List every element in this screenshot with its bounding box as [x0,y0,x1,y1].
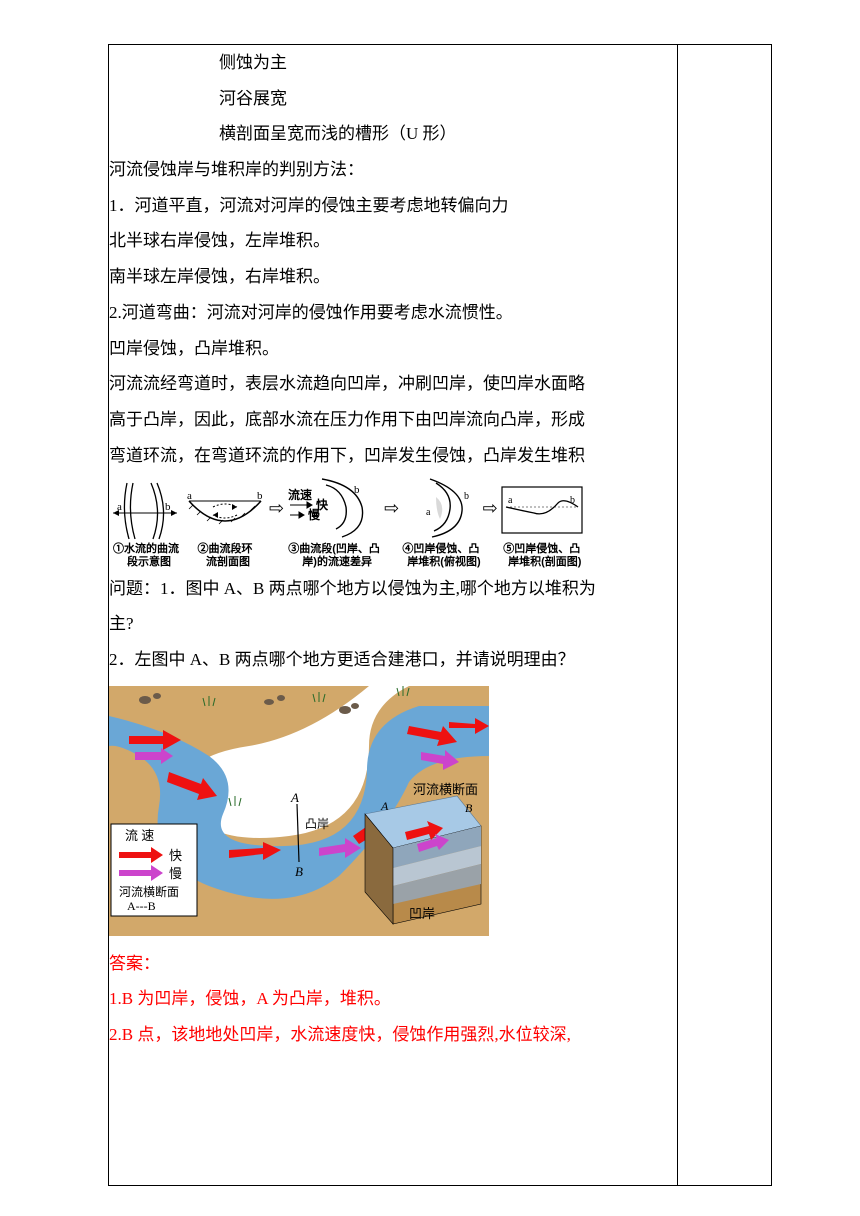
panel3-caption: ③曲流段(凹岸、凸 岸)的流速差异 [288,543,380,568]
side-cell [678,45,772,1186]
bullet-3: 横剖面呈宽而浅的槽形（U 形） [109,116,677,152]
panel3-svg: b 流速 快 慢 [286,475,382,541]
main-content-cell: 侧蚀为主 河谷展宽 横剖面呈宽而浅的槽形（U 形） 河流侵蚀岸与堆积岸的判别方法… [109,45,678,1186]
concave-convex: 凹岸侵蚀，凸岸堆积。 [109,331,677,367]
question-2: 2．左图中 A、B 两点哪个地方更适合建港口，并请说明理由？ [109,642,677,678]
svg-text:河流横断面: 河流横断面 [119,884,179,899]
method-1: 1．河道平直，河流对河岸的侵蚀主要考虑地转偏向力 [109,188,677,224]
svg-text:快: 快 [169,848,182,863]
svg-text:凸岸: 凸岸 [305,817,329,831]
svg-text:流 速: 流 速 [125,828,154,843]
svg-text:B: B [465,801,473,815]
answer-header: 答案： [109,946,677,982]
question-1b: 主? [109,606,677,642]
svg-text:b: b [570,495,575,506]
river-illustration: A B 凸岸 流 速 快 慢 河流横断面 A---B 河流横断面 [109,686,489,936]
explain-3: 弯道环流，在弯道环流的作用下，凹岸发生侵蚀，凸岸发生堆积 [109,438,677,474]
svg-text:A: A [290,790,299,805]
south-hemisphere: 南半球左岸侵蚀，右岸堆积。 [109,259,677,295]
svg-text:流速: 流速 [288,487,312,502]
svg-text:A: A [380,799,389,813]
answer-2: 2.B 点，该地地处凹岸，水流速度快，侵蚀作用强烈,水位较深, [109,1017,677,1053]
panel4-svg: a b [406,475,476,541]
method-2: 2.河道弯曲：河流对河岸的侵蚀作用要考虑水流惯性。 [109,295,677,331]
arrow-connector-3: ⇨ [481,490,500,554]
svg-text:a: a [187,490,192,502]
page: 侧蚀为主 河谷展宽 横剖面呈宽而浅的槽形（U 形） 河流侵蚀岸与堆积岸的判别方法… [0,0,860,1216]
svg-text:b: b [354,484,360,496]
answer-1: 1.B 为凹岸，侵蚀，A 为凸岸，堆积。 [109,981,677,1017]
arrow-connector-2: ⇨ [382,490,401,554]
explain-1: 河流流经弯道时，表层水流趋向凹岸，冲刷凹岸，使凹岸水面略 [109,366,677,402]
panel1-caption: ①水流的曲流 段示意图 [113,543,179,568]
diagram-panel-2: a b ②曲流段环 流剖面图 [183,481,267,568]
svg-text:a: a [508,495,513,506]
diagram-panel-5: a b ⑤凹岸侵蚀、凸 岸堆积(剖面图) [500,481,584,568]
svg-text:慢: 慢 [169,866,182,881]
method-title: 河流侵蚀岸与堆积岸的判别方法： [109,152,677,188]
meander-diagram-row: a b ①水流的曲流 段示意图 [109,475,677,568]
diagram-panel-4: a b ④凹岸侵蚀、凸 岸堆积(俯视图) [401,475,480,568]
svg-text:a: a [117,501,122,513]
bullet-1: 侧蚀为主 [109,45,677,81]
panel4-caption: ④凹岸侵蚀、凸 岸堆积(俯视图) [401,543,480,568]
layout-table: 侧蚀为主 河谷展宽 横剖面呈宽而浅的槽形（U 形） 河流侵蚀岸与堆积岸的判别方法… [108,44,772,1186]
north-hemisphere: 北半球右岸侵蚀，左岸堆积。 [109,223,677,259]
panel5-svg: a b [500,481,584,541]
svg-text:a: a [426,507,431,518]
panel5-caption: ⑤凹岸侵蚀、凸 岸堆积(剖面图) [502,543,581,568]
explain-2: 高于凸岸，因此，底部水流在压力作用下由凹岸流向凸岸，形成 [109,402,677,438]
svg-text:慢: 慢 [308,507,321,522]
arrow-connector-1: ⇨ [267,490,286,554]
bullet-2: 河谷展宽 [109,81,677,117]
question-1a: 问题：1．图中 A、B 两点哪个地方以侵蚀为主,哪个地方以堆积为 [109,571,677,607]
svg-text:b: b [165,501,171,513]
svg-text:B: B [295,864,303,879]
diagram-panel-1: a b ①水流的曲流 段示意图 [109,481,183,568]
panel2-caption: ②曲流段环 流剖面图 [198,543,253,568]
svg-text:A---B: A---B [127,899,156,913]
panel2-svg: a b [183,481,267,541]
svg-text:凹岸: 凹岸 [409,906,435,921]
svg-text:河流横断面: 河流横断面 [413,782,478,797]
river-svg: A B 凸岸 流 速 快 慢 河流横断面 A---B 河流横断面 [109,686,489,936]
panel1-svg: a b [109,481,183,541]
svg-text:b: b [464,491,469,502]
diagram-panel-3: b 流速 快 慢 ③曲流段(凹岸、凸 岸)的流速差异 [286,475,382,568]
svg-text:b: b [257,490,263,502]
